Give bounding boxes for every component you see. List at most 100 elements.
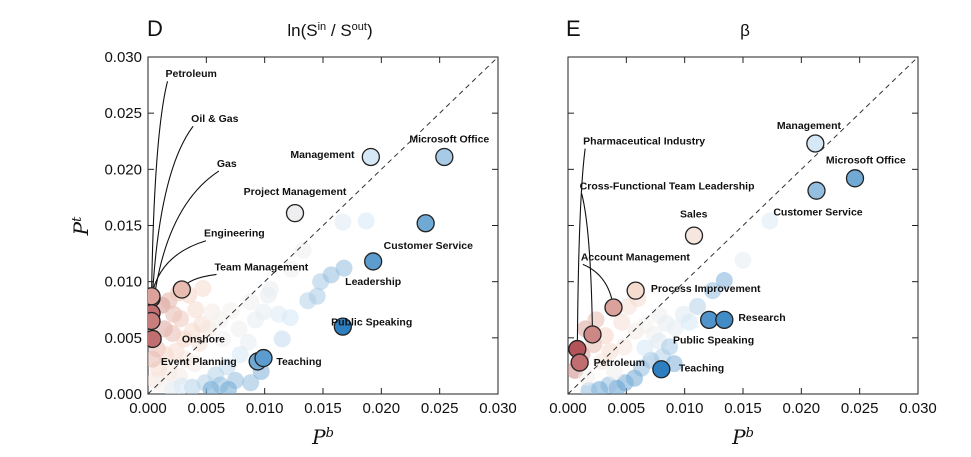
data-point [666,319,684,337]
y-tick-label: 0.015 [104,218,142,235]
x-axis-label: Pb [311,425,334,449]
data-point [220,381,237,394]
highlighted-point [604,298,623,317]
x-tick-label: 0.010 [666,400,704,417]
point-label: Management [777,120,842,132]
data-point [242,293,260,311]
highlighted-point [172,280,191,299]
data-point [606,363,624,381]
data-point [255,303,272,321]
data-point [273,330,291,348]
point-label: Teaching [679,363,724,375]
data-point [715,272,733,290]
highlighted-point [333,317,352,336]
highlighted-point [361,147,380,167]
x-tick-label: 0.005 [188,400,226,417]
y-tick-label: 0.010 [104,274,142,291]
x-tick-label: 0.025 [841,400,879,417]
data-point [202,381,220,394]
point-label: Customer Service [773,206,862,218]
point-label: Leadership [345,276,401,288]
data-point [661,338,678,356]
leader-line [581,193,594,335]
data-point [734,251,752,269]
data-point [761,212,779,230]
data-point [615,338,633,356]
data-point [190,334,208,352]
highlighted-point [254,348,273,368]
highlighted-point [715,310,734,330]
highlighted-point [684,226,704,245]
highlighted-point [148,311,161,331]
data-point [222,302,240,320]
point-label: Team Management [215,261,309,273]
data-point [308,287,326,305]
x-tick-label: 0.000 [549,400,587,417]
point-label: Microsoft Office [409,133,489,145]
plot-area [568,57,918,394]
panel-title: ln(Sin / Sout) [287,21,372,40]
data-point [322,266,340,284]
point-label: Research [738,312,785,324]
highlighted-point [806,134,825,153]
data-point [242,374,260,392]
data-point [281,309,299,327]
data-point [262,281,279,299]
x-tick-label: 0.020 [363,400,401,417]
highlighted-point [845,169,865,188]
y-tick-label: 0.020 [104,161,142,178]
panel-letter: E [566,16,581,41]
x-tick-label: 0.005 [608,400,646,417]
highlighted-point [652,360,671,379]
highlighted-point [626,281,645,300]
x-tick-label: 0.030 [479,400,517,417]
highlighted-point [148,329,162,349]
y-tick-label: 0.030 [104,49,142,66]
data-point [230,320,248,338]
y-axis-label: Pt [69,216,93,236]
point-label: Engineering [204,228,265,240]
data-point [578,368,596,386]
x-tick-label: 0.010 [246,400,284,417]
y-tick-label: 0.005 [104,330,142,347]
highlighted-point [416,214,435,233]
x-tick-label: 0.020 [783,400,821,417]
data-point [172,310,190,328]
point-label: Sales [680,209,708,221]
data-point [231,346,249,364]
panel-title: β [740,21,750,40]
point-label: Oil & Gas [191,113,238,125]
leader-line [150,81,169,299]
data-point [636,339,654,357]
data-point [357,212,375,230]
data-point [153,375,171,393]
data-point [335,259,353,277]
x-axis-label: Pb [731,425,754,449]
data-point [200,320,218,338]
data-point [187,301,205,319]
plot-area [148,57,498,394]
point-label: Project Management [244,186,347,198]
point-label: Microsoft Office [826,155,906,167]
highlighted-point [435,147,454,167]
data-point [613,313,631,331]
point-label: Account Management [581,251,691,263]
data-point [214,330,232,348]
x-tick-label: 0.025 [421,400,459,417]
leader-line [576,148,586,350]
data-point [183,322,201,340]
data-point [704,282,722,300]
point-label: Pharmaceutical Industry [583,136,705,148]
highlighted-point [364,252,383,271]
highlighted-point [807,181,826,200]
data-point [239,333,257,351]
leader-line [150,125,194,314]
point-label: Onshore [182,333,225,345]
y-tick-label: 0.025 [104,105,142,122]
point-label: Management [290,149,355,161]
data-point [294,241,312,259]
data-point [194,279,212,297]
data-point [283,260,300,278]
y-tick-label: 0.000 [104,386,142,403]
